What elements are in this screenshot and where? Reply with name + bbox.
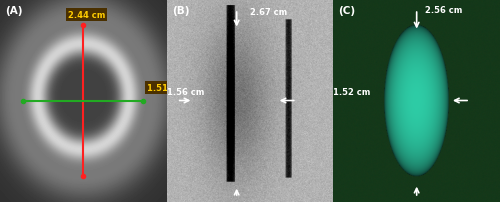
Text: 1.51 cm: 1.51 cm <box>146 84 184 93</box>
Text: 2.44 cm: 2.44 cm <box>68 11 106 20</box>
Text: 2.56 cm: 2.56 cm <box>425 6 463 15</box>
Text: 1.56 cm: 1.56 cm <box>166 88 204 97</box>
Text: 2.67 cm: 2.67 cm <box>250 8 287 17</box>
Text: (B): (B) <box>172 6 189 16</box>
Text: (A): (A) <box>5 6 22 16</box>
Text: (C): (C) <box>338 6 355 16</box>
Text: 1.52 cm: 1.52 cm <box>334 88 370 97</box>
